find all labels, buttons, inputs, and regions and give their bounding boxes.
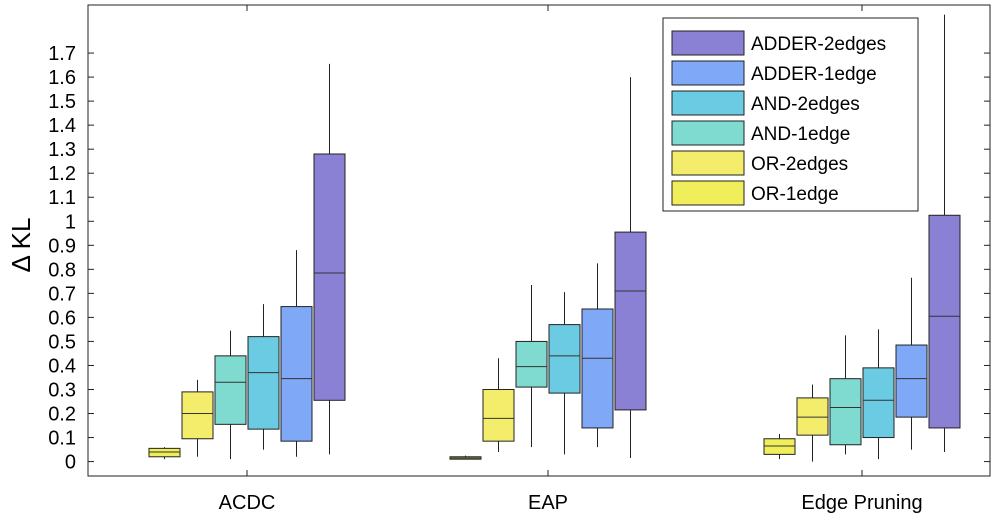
box-ADDER-1edge <box>280 250 313 457</box>
box-AND-2edges <box>247 304 280 450</box>
box-body <box>247 336 280 430</box>
box-OR-1edge <box>763 433 796 460</box>
y-tick-label: 1.7 <box>48 43 76 65</box>
y-tick-label: 0.3 <box>48 379 76 401</box>
box-body <box>313 153 346 401</box>
box-AND-1edge <box>515 284 548 448</box>
y-tick-label: 1.5 <box>48 91 76 113</box>
y-tick-label: 0.8 <box>48 259 76 281</box>
x-axis: ACDC EAP Edge Pruning <box>219 5 923 514</box>
box-AND-2edges <box>862 329 895 460</box>
y-tick-label: 1 <box>65 211 76 233</box>
y-tick-label: 0.4 <box>48 355 76 377</box>
y-tick-label: 0.6 <box>48 307 76 329</box>
box-ADDER-2edges <box>928 14 961 452</box>
y-axis: 00.10.20.30.40.50.60.70.80.911.11.21.31.… <box>48 43 990 474</box>
y-tick-label: 0.7 <box>48 283 76 305</box>
x-tick-label: Edge Pruning <box>801 492 922 514</box>
y-tick-label: 0 <box>65 452 76 474</box>
legend-label: ADDER-2edges <box>751 34 886 55</box>
box-body <box>148 447 181 458</box>
box-body <box>895 344 928 418</box>
y-tick-label: 0.9 <box>48 235 76 257</box>
legend-swatch <box>671 30 745 56</box>
legend: ADDER-2edges ADDER-1edge AND-2edges AND-1ed… <box>662 17 919 212</box>
box-ADDER-1edge <box>581 263 614 448</box>
y-tick-label: 0.2 <box>48 404 76 426</box>
box-body <box>614 231 647 411</box>
y-tick-label: 1.2 <box>48 163 76 185</box>
y-tick-label: 0.5 <box>48 331 76 353</box>
legend-swatch <box>671 120 745 146</box>
legend-swatch <box>671 150 745 176</box>
legend-label: OR-1edge <box>751 184 839 205</box>
box-body <box>796 397 829 436</box>
box-AND-1edge <box>829 335 862 455</box>
y-axis-label: Δ KL <box>6 218 36 273</box>
box-body <box>928 214 961 429</box>
box-body <box>280 306 313 442</box>
legend-swatch <box>671 180 745 206</box>
box-OR-1edge <box>449 455 482 460</box>
legend-label: AND-1edge <box>751 124 850 145</box>
y-tick-label: 0.1 <box>48 428 76 450</box>
legend-label: AND-2edges <box>751 94 860 115</box>
box-OR-1edge <box>148 447 181 460</box>
box-body <box>829 378 862 446</box>
x-tick-label: ACDC <box>219 492 276 514</box>
box-body <box>581 308 614 429</box>
box-OR-2edges <box>796 384 829 462</box>
box-body <box>214 355 247 425</box>
y-tick-label: 1.6 <box>48 67 76 89</box>
box-body <box>862 367 895 439</box>
boxes-layer <box>148 14 961 462</box>
box-AND-1edge <box>214 330 247 460</box>
box-body <box>181 391 214 440</box>
y-tick-label: 1.4 <box>48 115 76 137</box>
box-AND-2edges <box>548 292 581 455</box>
y-tick-label: 1.1 <box>48 187 76 209</box>
legend-label: OR-2edges <box>751 154 848 175</box>
box-ADDER-2edges <box>614 77 647 458</box>
legend-swatch <box>671 90 745 116</box>
legend-swatch <box>671 60 745 86</box>
y-tick-label: 1.3 <box>48 139 76 161</box>
box-body <box>515 340 548 388</box>
box-body <box>482 388 515 442</box>
box-body <box>548 324 581 394</box>
box-ADDER-1edge <box>895 277 928 450</box>
box-body <box>763 438 796 455</box>
box-OR-2edges <box>482 358 515 452</box>
legend-label: ADDER-1edge <box>751 64 877 85</box>
x-tick-label: EAP <box>528 492 568 514</box>
box-OR-2edges <box>181 379 214 457</box>
box-ADDER-2edges <box>313 63 346 455</box>
